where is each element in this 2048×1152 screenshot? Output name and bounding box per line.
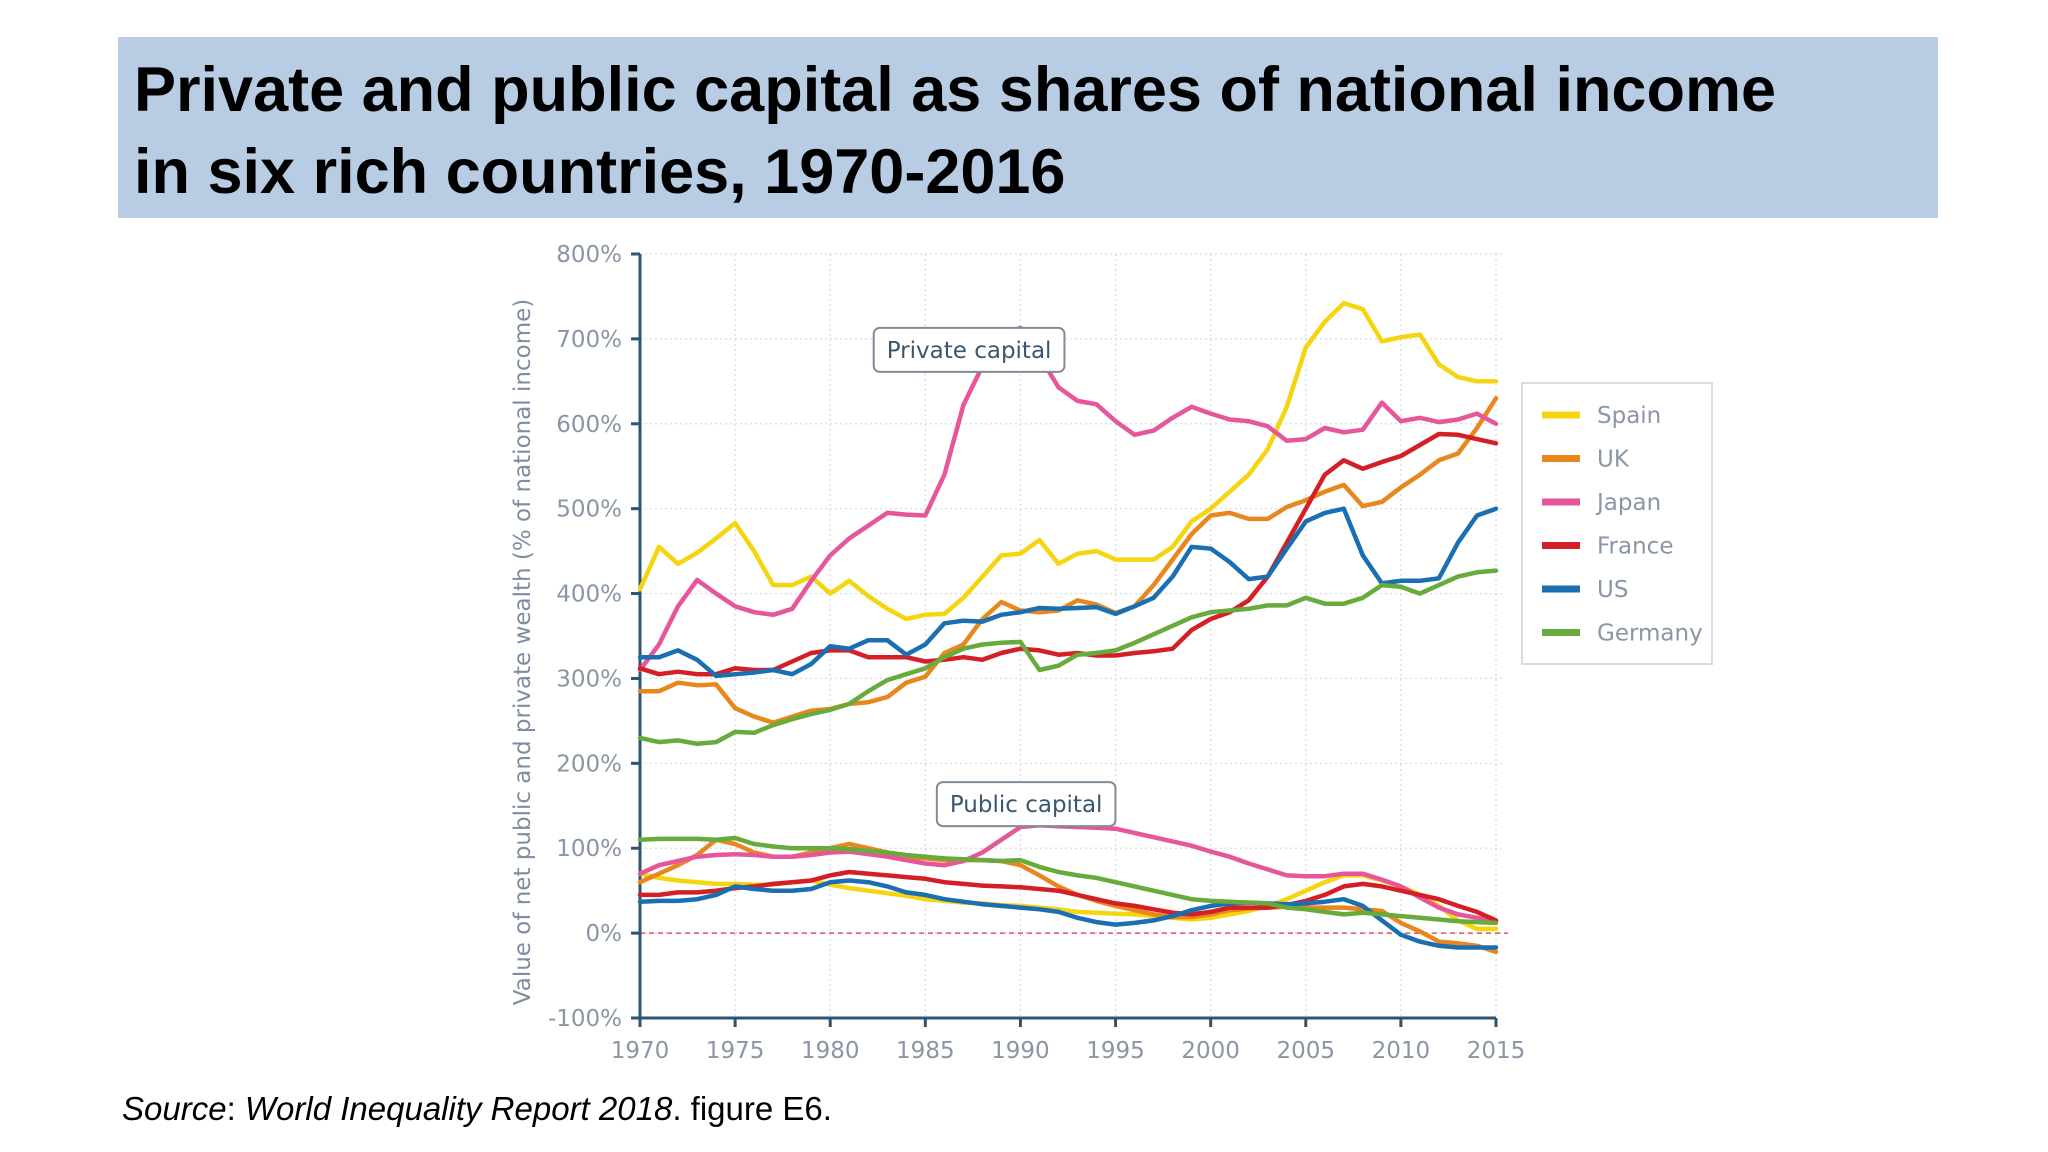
x-tick-label: 1990 [991, 1038, 1050, 1064]
y-tick-label: 300% [556, 666, 622, 692]
legend-label-uk: UK [1597, 447, 1630, 473]
x-tick-label: 2015 [1467, 1038, 1526, 1064]
series-private-spain [637, 300, 1499, 622]
source-label: Source [122, 1090, 227, 1127]
y-tick-label: 700% [556, 327, 622, 353]
title-line-1: Private and public capital as shares of … [134, 55, 1776, 125]
series-public-germany [637, 835, 1499, 926]
y-tick-label: 800% [556, 242, 622, 268]
annotation-0: Private capital [872, 326, 1066, 373]
annotation-1: Public capital [935, 781, 1117, 828]
legend-label-france: France [1597, 534, 1673, 560]
legend-label-spain: Spain [1597, 403, 1661, 429]
x-tick-label: 1975 [706, 1038, 765, 1064]
x-tick-label: 1995 [1086, 1038, 1145, 1064]
title-banner: Private and public capital as shares of … [118, 37, 1938, 218]
legend-label-germany: Germany [1597, 621, 1703, 647]
series-private-germany [637, 568, 1499, 747]
legend-label-japan: Japan [1595, 490, 1661, 516]
y-tick-label: 200% [556, 751, 622, 777]
x-tick-label: 1980 [801, 1038, 860, 1064]
annotation-label: Public capital [950, 792, 1103, 818]
annotation-label: Private capital [887, 338, 1052, 364]
series-lines [637, 300, 1499, 955]
annotation-box [872, 326, 1066, 373]
legend-box [1521, 382, 1713, 665]
series-private-us [637, 506, 1499, 679]
y-tick-label: 400% [556, 582, 622, 608]
source-note: Source: World Inequality Report 2018. fi… [122, 1090, 832, 1128]
y-tick-label: 500% [556, 497, 622, 523]
y-tick-label: 100% [556, 836, 622, 862]
x-tick-label: 1970 [611, 1038, 670, 1064]
series-public-france [637, 869, 1499, 923]
y-tick-label: -100% [548, 1006, 622, 1032]
x-tick-label: 2010 [1372, 1038, 1431, 1064]
x-tick-label: 2000 [1181, 1038, 1240, 1064]
legend-label-us: US [1597, 577, 1628, 603]
grid [640, 253, 1508, 1018]
x-tick-label: 1985 [896, 1038, 955, 1064]
source-rest: . figure E6. [672, 1090, 832, 1127]
x-tick-label: 2005 [1277, 1038, 1336, 1064]
y-axis-label: Value of net public and private wealth (… [510, 299, 536, 1005]
series-public-spain [637, 871, 1499, 932]
series-private-france [637, 431, 1499, 677]
legend: Spain UK Japan France US Germany [1521, 382, 1713, 665]
title-line-2: in six rich countries, 1970-2016 [134, 137, 1066, 207]
series-public-us [637, 878, 1499, 950]
annotations: Private capital Public capital [872, 326, 1117, 828]
source-separator: : [226, 1090, 245, 1127]
y-tick-label: 600% [556, 412, 622, 438]
y-tick-label: 0% [586, 921, 623, 947]
annotation-box [935, 781, 1117, 828]
source-publication: World Inequality Report 2018 [244, 1090, 673, 1127]
series-private-japan [637, 325, 1499, 673]
axes: -100% 0% 100% 200% 300% 400% 500% 600% 700% 800% 1… [510, 242, 1525, 1064]
series-private-uk [637, 396, 1499, 725]
